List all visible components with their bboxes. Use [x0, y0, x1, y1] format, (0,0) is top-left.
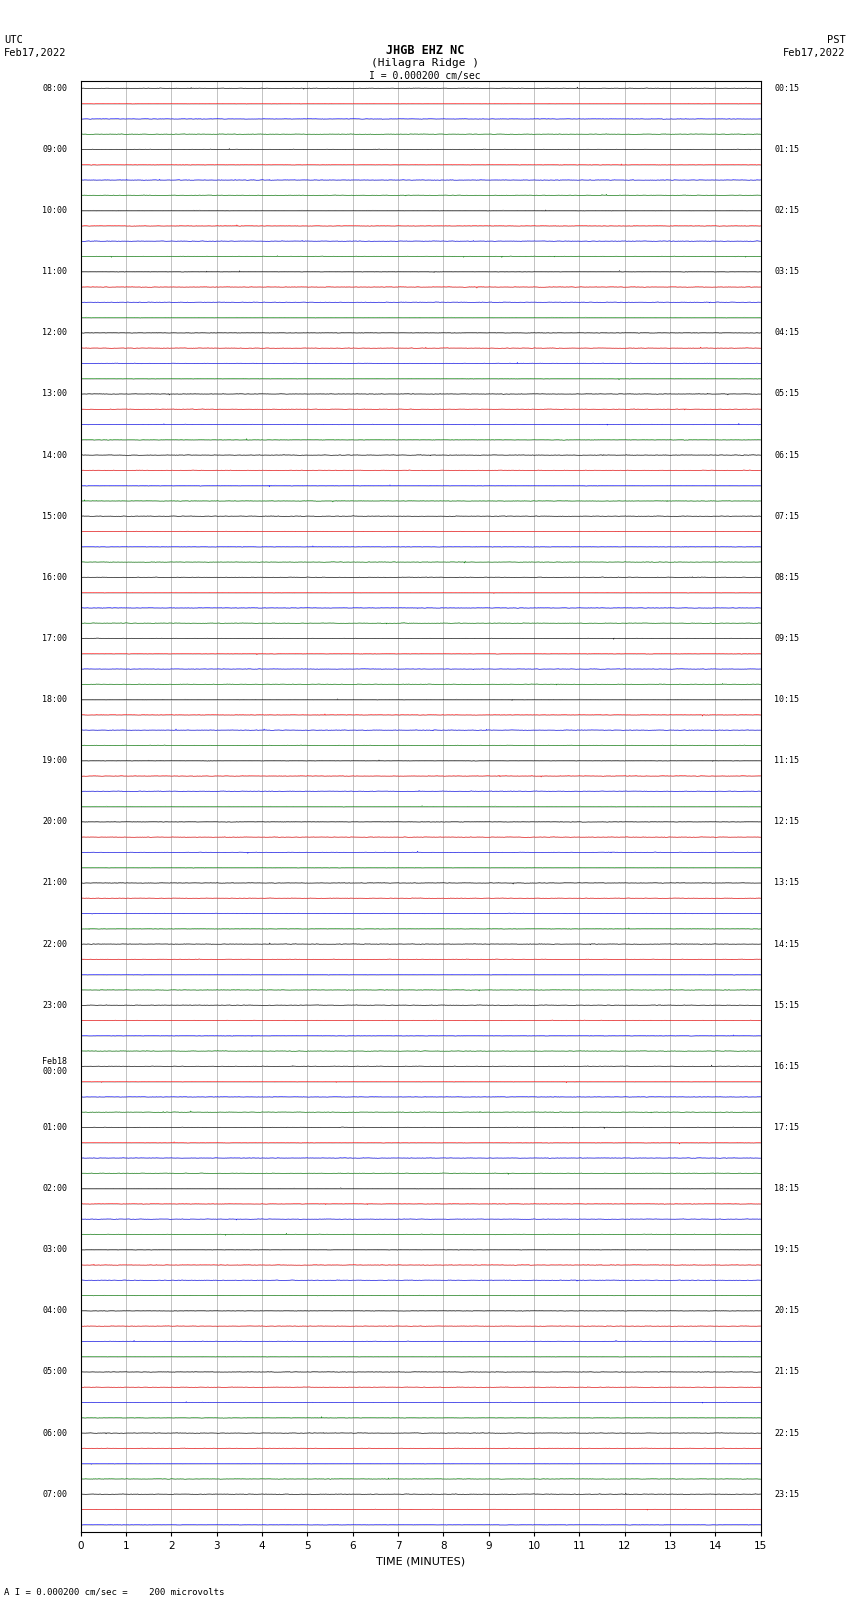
Text: 03:00: 03:00 [42, 1245, 67, 1255]
Text: 04:00: 04:00 [42, 1307, 67, 1315]
Text: 19:15: 19:15 [774, 1245, 799, 1255]
Text: 06:15: 06:15 [774, 450, 799, 460]
Text: 00:15: 00:15 [774, 84, 799, 94]
Text: 12:00: 12:00 [42, 329, 67, 337]
Text: (Hilagra Ridge ): (Hilagra Ridge ) [371, 58, 479, 68]
Text: 15:15: 15:15 [774, 1000, 799, 1010]
Text: 11:00: 11:00 [42, 268, 67, 276]
Text: 14:00: 14:00 [42, 450, 67, 460]
Text: 01:15: 01:15 [774, 145, 799, 153]
Text: 22:00: 22:00 [42, 939, 67, 948]
Text: 06:00: 06:00 [42, 1429, 67, 1437]
Text: I = 0.000200 cm/sec: I = 0.000200 cm/sec [369, 71, 481, 81]
Text: 09:15: 09:15 [774, 634, 799, 644]
Text: 22:15: 22:15 [774, 1429, 799, 1437]
Text: 01:00: 01:00 [42, 1123, 67, 1132]
Text: Feb18
00:00: Feb18 00:00 [42, 1057, 67, 1076]
Text: PST: PST [827, 35, 846, 45]
Text: 21:15: 21:15 [774, 1368, 799, 1376]
Text: 02:00: 02:00 [42, 1184, 67, 1194]
Text: A I = 0.000200 cm/sec =    200 microvolts: A I = 0.000200 cm/sec = 200 microvolts [4, 1587, 224, 1597]
Text: 05:15: 05:15 [774, 389, 799, 398]
Text: 02:15: 02:15 [774, 206, 799, 215]
X-axis label: TIME (MINUTES): TIME (MINUTES) [377, 1557, 465, 1566]
Text: 13:00: 13:00 [42, 389, 67, 398]
Text: 16:00: 16:00 [42, 573, 67, 582]
Text: 18:15: 18:15 [774, 1184, 799, 1194]
Text: JHGB EHZ NC: JHGB EHZ NC [386, 44, 464, 56]
Text: 11:15: 11:15 [774, 756, 799, 765]
Text: 15:00: 15:00 [42, 511, 67, 521]
Text: 07:15: 07:15 [774, 511, 799, 521]
Text: UTC: UTC [4, 35, 23, 45]
Text: 07:00: 07:00 [42, 1490, 67, 1498]
Text: 03:15: 03:15 [774, 268, 799, 276]
Text: 12:15: 12:15 [774, 818, 799, 826]
Text: Feb17,2022: Feb17,2022 [783, 48, 846, 58]
Text: 13:15: 13:15 [774, 879, 799, 887]
Text: 04:15: 04:15 [774, 329, 799, 337]
Text: 20:00: 20:00 [42, 818, 67, 826]
Text: 14:15: 14:15 [774, 939, 799, 948]
Text: 19:00: 19:00 [42, 756, 67, 765]
Text: 17:15: 17:15 [774, 1123, 799, 1132]
Text: 09:00: 09:00 [42, 145, 67, 153]
Text: 08:00: 08:00 [42, 84, 67, 94]
Text: 16:15: 16:15 [774, 1061, 799, 1071]
Text: 23:15: 23:15 [774, 1490, 799, 1498]
Text: 23:00: 23:00 [42, 1000, 67, 1010]
Text: 21:00: 21:00 [42, 879, 67, 887]
Text: 20:15: 20:15 [774, 1307, 799, 1315]
Text: Feb17,2022: Feb17,2022 [4, 48, 67, 58]
Text: 18:00: 18:00 [42, 695, 67, 703]
Text: 05:00: 05:00 [42, 1368, 67, 1376]
Text: 10:00: 10:00 [42, 206, 67, 215]
Text: 08:15: 08:15 [774, 573, 799, 582]
Text: 10:15: 10:15 [774, 695, 799, 703]
Text: 17:00: 17:00 [42, 634, 67, 644]
